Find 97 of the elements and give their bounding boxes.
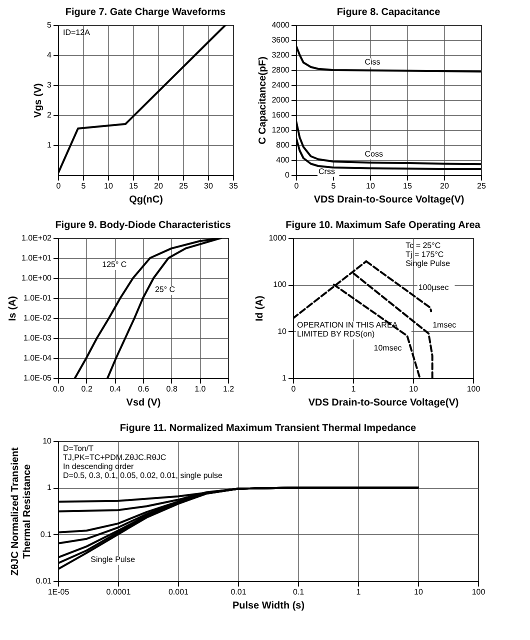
x-tick-label: 1 [351,384,356,394]
y-tick-label: 1 [47,483,52,492]
x-tick-label: 30 [204,182,214,190]
series-label: 125° C [102,260,127,269]
x-tick-label: 0.1 [292,588,305,596]
x-tick-label: 0.0 [52,384,65,394]
annotation: D=0.5, 0.3, 0.1, 0.05, 0.02, 0.01, single pulse [63,471,223,480]
x-tick-label: 35 [229,182,238,190]
y-tick-label: 1.0E-03 [23,334,52,342]
x-tick-label: 0.8 [166,384,178,394]
y-tick-label: 3 [47,80,52,90]
chart-title: Figure 11. Normalized Maximum Transient Thermal Impedance [120,423,417,434]
x-tick-label: 15 [403,182,412,190]
x-tick-label: 0.2 [81,384,93,394]
chart-title: Figure 7. Gate Charge Waveforms [65,7,226,18]
x-axis-title: VDS Drain-to-Source Voltage(V) [308,398,459,408]
x-tick-label: 100 [466,384,481,394]
series-label: 100µsec [418,283,449,292]
y-tick-label: 1000 [268,234,288,242]
series-label: 10msec [374,344,402,353]
x-tick-label: 10 [104,182,114,190]
chart-title: Figure 10. Maximum Safe Operating Area [286,220,481,231]
x-tick-label: 0.0001 [106,588,132,596]
series-label: 25° C [154,285,176,294]
x-tick-label: 1E-05 [48,588,70,596]
y-tick-label: 1.0E-04 [23,354,52,362]
x-tick-label: 0 [56,182,62,190]
x-tick-label: 0.4 [110,384,122,394]
y-tick-label: 1600 [272,110,290,120]
annotation: D=Ton/T [63,444,94,453]
y-tick-label: 4 [47,50,52,60]
y-tick-label: 1.0E-02 [23,314,52,322]
y-tick-label: 1.0E+02 [21,234,52,242]
x-tick-label: 20 [154,182,164,190]
x-tick-label: 20 [440,182,450,190]
x-tick-label: 10 [409,384,418,394]
y-axis-title: Vgs (V) [33,83,44,118]
annotation: In descending order [63,462,134,471]
x-axis-title: Vsd (V) [126,398,161,408]
y-tick-label: 2 [47,110,52,120]
y-tick-label: 100 [273,280,288,290]
y-tick-label: 1 [47,140,52,150]
y-tick-label: 1.0E+01 [21,254,52,262]
x-tick-label: 1 [356,588,362,596]
x-axis-title: Pulse Width (s) [232,600,305,612]
y-tick-label: 3600 [272,36,290,44]
y-tick-label: 5 [47,20,52,30]
annotation: Tc = 25°C [406,241,441,250]
y-tick-label: 2400 [272,80,290,90]
y-axis-title: C Capacitance(pF) [258,56,269,144]
x-tick-label: 5 [81,182,86,190]
y-tick-label: 1.0E-01 [23,294,52,302]
y-tick-label: 1200 [272,126,290,134]
y-tick-label: 0.01 [36,576,52,586]
y-tick-label: 400 [276,156,290,164]
y-tick-label: 10 [278,326,288,336]
x-tick-label: 1.0 [194,384,206,394]
y-tick-label: 1.0E+00 [21,274,52,282]
x-tick-label: 10 [414,588,424,596]
x-tick-label: 10 [366,182,376,190]
y-tick-label: 1 [282,374,288,382]
annotation: Single Pulse [406,259,451,268]
x-tick-label: 0 [291,384,296,394]
series-label: Single Pulse [90,554,136,564]
y-tick-label: 4000 [272,20,290,30]
chart-title: Figure 8. Capacitance [336,7,441,18]
series-label: 1msec [432,320,456,330]
series-label: Ciss [364,57,380,66]
series-label: Crss [318,166,335,176]
y-axis-title: Id (A) [254,296,266,322]
annotation: TJ,PK=TC+PDM.ZθJC.RθJC [63,453,166,462]
x-tick-label: 25 [477,182,486,190]
y-tick-label: 2000 [272,96,290,104]
x-axis-title: VDS Drain-to-Source Voltage(V) [314,194,464,206]
chart-title: Figure 9. Body-Diode Characteristics [55,220,232,231]
x-tick-label: 100 [472,588,486,596]
x-axis-title: Qg(nC) [129,194,163,206]
x-tick-label: 0.001 [168,588,190,596]
x-tick-label: 0.6 [138,384,150,394]
y-tick-label: 1.0E-05 [23,374,52,382]
x-tick-label: 0.01 [230,588,247,596]
y-tick-label: 10 [42,436,52,446]
y-tick-label: 800 [276,140,290,150]
y-tick-label: 0 [285,170,290,180]
x-tick-label: 15 [129,182,138,190]
y-tick-label: 0.1 [40,530,52,539]
y-axis-title: ZθJC Normalized Transient Thermal Resistance [10,446,33,576]
y-tick-label: 2800 [272,66,290,74]
x-tick-label: 0 [294,182,300,190]
annotation: Tj = 175°C [406,250,444,259]
x-tick-label: 25 [179,182,188,190]
y-tick-label: 3200 [272,50,290,60]
series-label: Coss [364,149,383,158]
annotation: ID=12A [63,28,91,37]
y-axis-title: Is (A) [7,296,18,321]
x-tick-label: 1.2 [222,384,235,394]
x-tick-label: 5 [331,182,336,190]
